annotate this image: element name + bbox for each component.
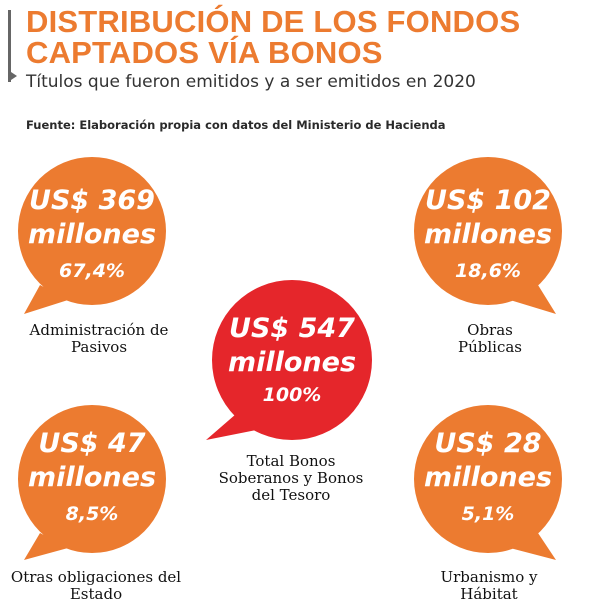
bubble-text-administracion: US$ 369 millones 67,4% (18, 184, 166, 284)
percent-label: 100% (262, 384, 322, 406)
title-accent-bar (8, 10, 11, 82)
bubble-obras-publicas (414, 157, 562, 314)
unit-label: millones (27, 219, 157, 250)
category-label: Total Bonos Soberanos y Bonos del Tesoro (218, 452, 364, 504)
bubble-administracion-pasivos (18, 157, 166, 314)
bubble-text-total: US$ 547 millones 100% (216, 312, 368, 408)
bubble-total-bonos (206, 280, 372, 440)
unit-label: millones (423, 219, 553, 250)
amount-label: US$ 547 (229, 313, 355, 344)
amount-label: US$ 47 (38, 428, 146, 459)
title-line-1: DISTRIBUCIÓN DE LOS FONDOS (26, 4, 521, 39)
percent-label: 5,1% (461, 503, 515, 525)
bubble-otras-obligaciones (18, 405, 166, 560)
title-accent-notch (8, 70, 17, 82)
title-line-2: CAPTADOS VÍA BONOS (26, 35, 383, 70)
category-label: Administración de Pasivos (29, 321, 169, 356)
page-title: DISTRIBUCIÓN DE LOS FONDOS CAPTADOS VÍA … (26, 6, 586, 68)
amount-label: US$ 28 (434, 428, 542, 459)
percent-label: 8,5% (65, 503, 119, 525)
percent-label: 18,6% (455, 260, 521, 282)
amount-label: US$ 102 (425, 185, 551, 216)
unit-label: millones (227, 347, 357, 378)
bubble-text-obras: US$ 102 millones 18,6% (414, 184, 562, 284)
category-label: Urbanismo y Hábitat (440, 568, 538, 603)
amount-label: US$ 369 (29, 185, 155, 216)
bubble-text-urbanismo: US$ 28 millones 5,1% (414, 427, 562, 527)
unit-label: millones (423, 462, 553, 493)
unit-label: millones (27, 462, 157, 493)
category-label: Otras obligaciones del Estado (10, 568, 182, 603)
source-note: Fuente: Elaboración propia con datos del… (26, 118, 446, 132)
category-label: Obras Públicas (458, 321, 522, 356)
bubble-urbanismo-habitat (414, 405, 562, 560)
percent-label: 67,4% (59, 260, 125, 282)
bubble-text-otras: US$ 47 millones 8,5% (18, 427, 166, 527)
subtitle: Títulos que fueron emitidos y a ser emit… (26, 72, 476, 92)
